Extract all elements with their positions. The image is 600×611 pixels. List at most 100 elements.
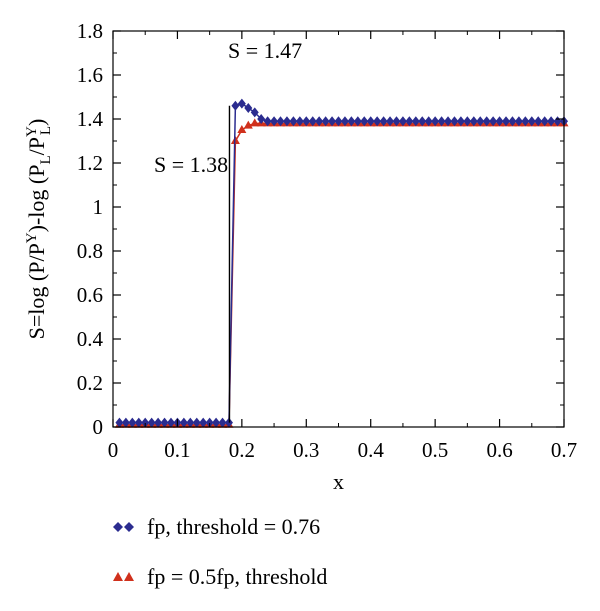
data-point-diamond [534, 116, 543, 127]
series-line [119, 122, 564, 426]
data-point-diamond [424, 116, 433, 127]
data-point-diamond [340, 116, 349, 127]
y-axis-title-part: L [38, 155, 54, 164]
annotations: S = 1.47 S = 1.38 [154, 38, 302, 177]
data-point-diamond [231, 100, 240, 111]
data-point-diamond [508, 116, 517, 127]
data-point-diamond [366, 116, 375, 127]
data-point-triangle [250, 118, 260, 127]
data-point-diamond [418, 116, 427, 127]
y-tick-label: 0.4 [77, 327, 104, 351]
data-point-diamond [270, 116, 279, 127]
legend-triangle-icon [113, 572, 123, 581]
data-point-diamond [398, 116, 407, 127]
data-point-diamond [444, 116, 453, 127]
legend-diamond-icon [113, 522, 123, 532]
data-point-diamond [250, 107, 259, 118]
data-point-diamond [392, 116, 401, 127]
data-point-diamond [237, 98, 246, 109]
y-tick-label: 0.6 [77, 283, 103, 307]
y-tick-label: 1 [93, 195, 104, 219]
data-point-diamond [141, 417, 150, 428]
data-point-triangle [243, 120, 253, 129]
data-point-diamond [373, 116, 382, 127]
data-point-diamond [302, 116, 311, 127]
y-axis-title-part: )-log (P [24, 165, 49, 233]
y-tick-label: 0 [93, 415, 104, 439]
data-point-diamond [482, 116, 491, 127]
y-axis-title-part: L [38, 126, 54, 135]
data-point-diamond [502, 116, 511, 127]
data-point-diamond [121, 417, 130, 428]
data-point-diamond [386, 116, 395, 127]
x-tick-label: 0.2 [229, 438, 255, 462]
data-point-diamond [205, 417, 214, 428]
data-point-diamond [276, 116, 285, 127]
data-point-diamond [282, 116, 291, 127]
y-tick-label: 1.8 [77, 19, 103, 43]
data-point-diamond [295, 116, 304, 127]
x-axis-title: x [333, 469, 344, 494]
legend-item: fp = 0.5fp, threshold [113, 564, 327, 589]
data-point-diamond [476, 116, 485, 127]
data-point-diamond [147, 417, 156, 428]
data-point-diamond [495, 116, 504, 127]
y-tick-label: 0.2 [77, 371, 103, 395]
x-tick-label: 0.7 [551, 438, 577, 462]
legend: fp, threshold = 0.76 fp = 0.5fp, threshol… [113, 514, 327, 589]
data-point-diamond [540, 116, 549, 127]
x-tick-label: 0.6 [486, 438, 512, 462]
y-tick-label: 1.2 [77, 151, 103, 175]
legend-label: fp, threshold = 0.76 [147, 514, 320, 539]
data-point-diamond [179, 417, 188, 428]
data-point-diamond [456, 116, 465, 127]
data-point-diamond [411, 116, 420, 127]
data-point-diamond [192, 417, 201, 428]
y-axis-title: S=log (P/PY)-log (PL/PYL) [24, 119, 54, 340]
data-point-diamond [431, 116, 440, 127]
x-tick-label: 0 [108, 438, 119, 462]
annotation-s-max: S = 1.47 [228, 38, 302, 63]
data-point-diamond [212, 417, 221, 428]
data-point-diamond [199, 417, 208, 428]
y-tick-label: 1.4 [77, 107, 104, 131]
data-point-diamond [115, 417, 124, 428]
series-1 [115, 98, 568, 428]
data-point-diamond [328, 116, 337, 127]
y-axis-title-part: Y [24, 126, 40, 137]
y-axis-title-part: ) [24, 119, 49, 126]
x-tick-label: 0.3 [293, 438, 319, 462]
y-axis-title-part: /P [24, 137, 49, 155]
x-tick-label: 0.1 [164, 438, 190, 462]
data-point-diamond [321, 116, 330, 127]
annotation-s-plateau: S = 1.38 [154, 152, 228, 177]
data-point-diamond [547, 116, 556, 127]
data-point-diamond [166, 417, 175, 428]
data-point-diamond [347, 116, 356, 127]
y-axis-title-part: S=log (P/P [24, 243, 49, 339]
legend-triangle-icon [124, 572, 134, 581]
data-point-diamond [315, 116, 324, 127]
data-point-diamond [521, 116, 530, 127]
data-point-diamond [128, 417, 137, 428]
data-point-diamond [257, 114, 266, 124]
data-point-diamond [134, 417, 143, 428]
data-point-diamond [353, 116, 362, 127]
x-tick-label: 0.4 [358, 438, 385, 462]
data-point-diamond [527, 116, 536, 127]
axes: 0 0.1 0.2 0.3 0.4 0.5 0.6 0.7 0 0.2 0.4 0.6 0.8 1 1.2 1… [24, 19, 577, 494]
data-point-diamond [360, 116, 369, 127]
data-point-diamond [218, 417, 227, 428]
legend-item: fp, threshold = 0.76 [113, 514, 320, 539]
data-point-diamond [379, 116, 388, 127]
data-point-diamond [463, 116, 472, 127]
data-point-diamond [469, 116, 478, 127]
data-point-diamond [186, 417, 195, 428]
data-point-diamond [308, 116, 317, 127]
y-tick-label: 0.8 [77, 239, 103, 263]
data-point-triangle [237, 125, 247, 133]
data-point-diamond [514, 116, 523, 127]
plot-frame [112, 30, 565, 428]
data-point-diamond [334, 116, 343, 127]
